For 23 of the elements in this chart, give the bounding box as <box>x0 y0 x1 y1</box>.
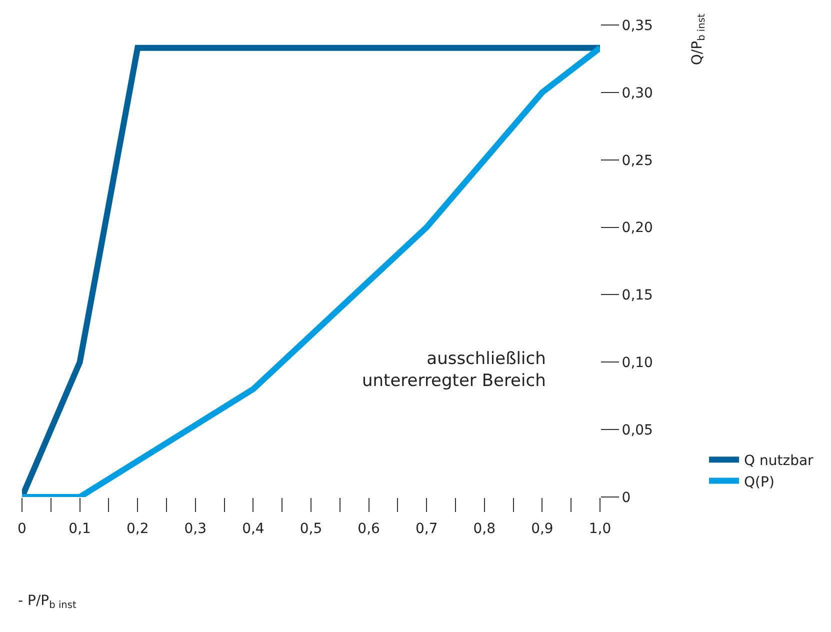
y-tick-label: 0,05 <box>622 422 653 438</box>
y-tick-label: 0,20 <box>622 220 653 236</box>
y-tick-label: 0 <box>622 490 631 506</box>
legend-label: Q nutzbar <box>744 453 814 470</box>
y-tick-label: 0,10 <box>622 355 653 372</box>
x-axis-title: - P/P$_{b inst}$ <box>18 593 76 611</box>
x-tick-label: 0,8 <box>473 520 496 537</box>
x-tick-label: 0,4 <box>242 520 264 537</box>
y-tick-label: 0,35 <box>622 18 653 34</box>
x-tick-label: 0,9 <box>531 520 554 537</box>
legend-label: Q(P) <box>744 474 774 490</box>
y-tick-label: 0,30 <box>622 85 653 102</box>
x-tick-label: 1,0 <box>588 520 612 537</box>
x-tick-label: 0 <box>18 520 26 537</box>
y-tick-label: 0,15 <box>622 288 653 304</box>
x-tick-label: 0,5 <box>300 520 322 537</box>
x-tick-label: 0,7 <box>415 520 438 537</box>
annotation: ausschließlich untererregter Bereich <box>362 349 546 392</box>
y-tick-label: 0,25 <box>622 152 653 169</box>
x-tick-label: 0,3 <box>184 520 207 537</box>
x-tick-label: 0,6 <box>358 520 380 537</box>
x-tick-label: 0,2 <box>126 520 149 537</box>
x-tick-label: 0,1 <box>68 520 91 537</box>
